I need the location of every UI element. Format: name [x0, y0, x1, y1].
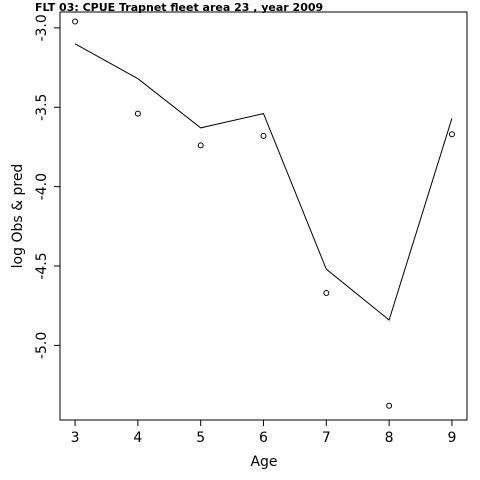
- observed-point: [448, 131, 455, 138]
- x-tick-label: 8: [385, 430, 394, 446]
- observed-point: [134, 110, 141, 117]
- x-tick-label: 6: [259, 430, 268, 446]
- predicted-series: [74, 43, 453, 321]
- x-tick-label: 3: [71, 430, 80, 446]
- predicted-line: [74, 43, 453, 321]
- observed-point: [72, 18, 79, 25]
- y-tick-label: -3.5: [34, 94, 50, 121]
- x-tick-label: 9: [447, 430, 456, 446]
- chart-title: FLT 03: CPUE Trapnet fleet area 23 , yea…: [35, 1, 323, 14]
- observed-point: [197, 142, 204, 149]
- y-tick-label: -5.0: [34, 332, 50, 359]
- y-tick-label: -3.0: [34, 14, 50, 41]
- x-tick-label: 4: [133, 430, 142, 446]
- x-axis: 3 4 5 6 7 8 9: [71, 420, 456, 446]
- y-axis-label: log Obs & pred: [10, 164, 26, 269]
- observed-series: [72, 18, 455, 409]
- y-tick-label: -4.0: [34, 173, 50, 200]
- x-tick-label: 5: [196, 430, 205, 446]
- plot-frame: [59, 11, 468, 421]
- observed-point: [323, 289, 330, 296]
- y-tick-label: -4.5: [34, 252, 50, 279]
- x-tick-label: 7: [322, 430, 331, 446]
- observed-point: [260, 132, 267, 139]
- y-axis: -3.0 -3.5 -4.0 -4.5 -5.0: [34, 14, 60, 359]
- observed-point: [386, 402, 393, 409]
- x-axis-label: Age: [250, 454, 277, 470]
